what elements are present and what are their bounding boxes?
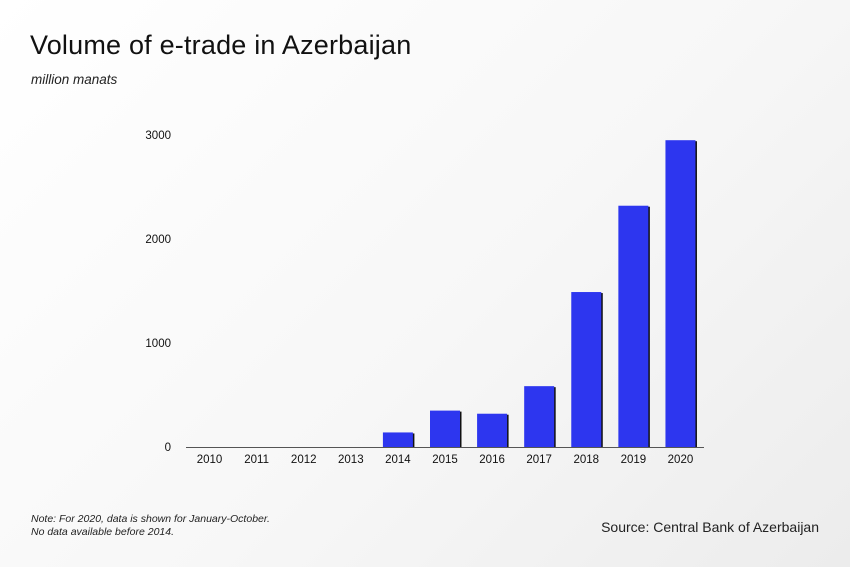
x-tick-label: 2017: [526, 454, 552, 466]
y-tick-label: 1000: [145, 338, 171, 350]
x-tick-label: 2010: [197, 454, 223, 466]
source-label: Source: Central Bank of Azerbaijan: [601, 519, 819, 535]
x-tick-label: 2019: [621, 454, 647, 466]
x-tick-label: 2011: [244, 454, 269, 466]
x-axis: 2010 2011 2012 2013 2014 2015 2016 2017 2018 2019…: [197, 454, 694, 466]
bar-2014: [382, 432, 413, 447]
y-tick-label: 0: [165, 442, 171, 454]
chart-title: Volume of e-trade in Azerbaijan: [30, 30, 412, 60]
footnote: Note: For 2020, data is shown for Januar…: [31, 513, 270, 539]
footnote-line-2: No data available before 2014.: [31, 526, 175, 538]
x-tick-label: 2016: [479, 454, 505, 466]
bar-2018: [571, 292, 602, 447]
footnote-line-1: Note: For 2020, data is shown for Januar…: [31, 513, 270, 525]
x-tick-label: 2013: [338, 454, 364, 466]
x-tick-label: 2012: [291, 454, 317, 466]
x-tick-label: 2015: [432, 454, 458, 466]
bar-2017: [524, 386, 555, 447]
y-tick-label: 2000: [145, 234, 171, 246]
x-tick-label: 2018: [573, 454, 599, 466]
bar-2019: [618, 205, 649, 447]
bar-2016: [477, 413, 508, 447]
x-tick-label: 2014: [385, 454, 411, 466]
bar-2020: [665, 140, 696, 447]
x-tick-label: 2020: [668, 454, 694, 466]
y-tick-label: 3000: [145, 130, 171, 142]
bars-group: [382, 140, 697, 447]
chart-subtitle: million manats: [31, 72, 118, 87]
y-axis: 0 1000 2000 3000: [145, 130, 171, 454]
bar-2015: [430, 410, 460, 447]
